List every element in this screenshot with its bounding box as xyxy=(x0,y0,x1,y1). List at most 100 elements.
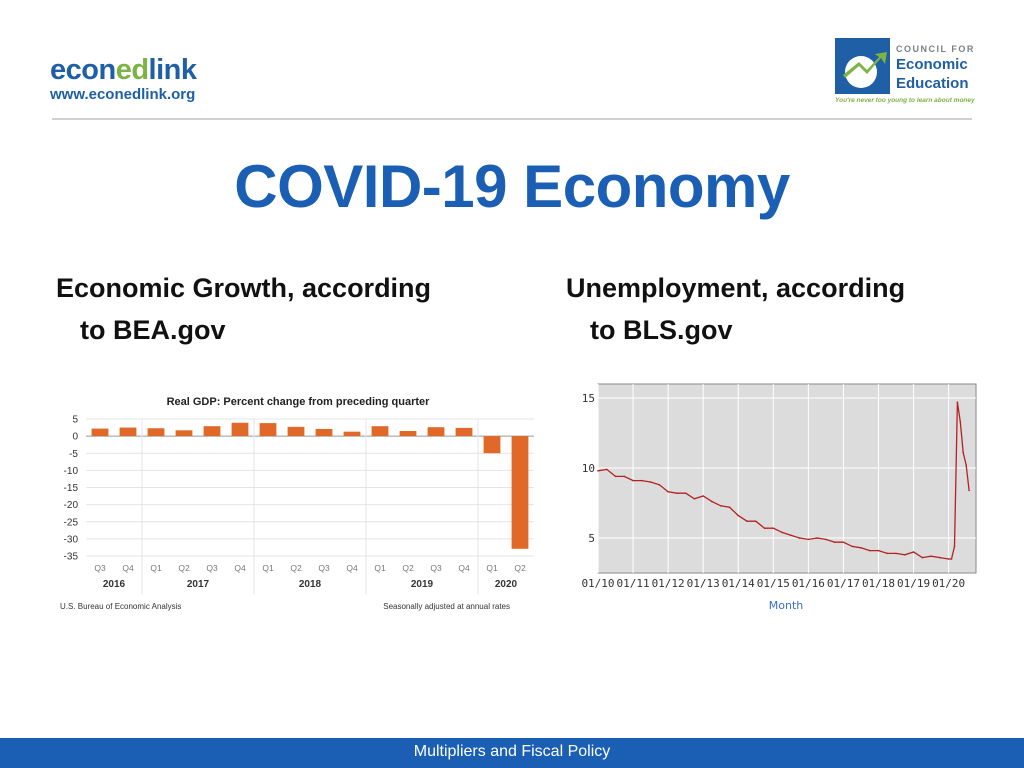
gdp-quarter-label: Q3 xyxy=(430,563,442,573)
gdp-bar xyxy=(91,428,109,437)
unemp-ytick-label: 10 xyxy=(582,462,595,475)
gdp-bar xyxy=(455,427,473,437)
unemp-data-point xyxy=(930,555,932,557)
unemp-data-point xyxy=(798,537,801,539)
left-heading-line1: Economic Growth, according xyxy=(56,273,432,303)
gdp-bar xyxy=(287,426,305,437)
gdp-quarter-label: Q2 xyxy=(178,563,190,573)
right-column-heading: Unemployment, according to BLS.gov xyxy=(566,267,1006,351)
gdp-bar xyxy=(147,428,165,437)
unemp-data-point xyxy=(868,549,871,552)
unemp-plot-area xyxy=(597,383,977,574)
gdp-ytick-label: -5 xyxy=(69,449,78,460)
unemp-data-point xyxy=(641,479,643,482)
gdp-ytick-label: 0 xyxy=(72,432,78,443)
wordmark-econ: econ xyxy=(50,54,116,86)
unemp-data-point xyxy=(605,468,608,471)
unemp-data-point xyxy=(842,541,845,543)
gdp-bar xyxy=(427,427,445,437)
slide-title: COVID-19 Economy xyxy=(234,153,790,220)
unemp-data-point xyxy=(962,451,965,454)
gdp-quarter-label: Q1 xyxy=(262,563,274,573)
gdp-quarter-label: Q3 xyxy=(318,563,330,573)
unemp-data-point xyxy=(719,505,722,507)
unemp-data-point xyxy=(950,558,953,560)
unemp-data-point xyxy=(833,541,836,543)
unemp-data-point xyxy=(903,554,906,556)
footer-text: Multipliers and Fiscal Policy xyxy=(413,743,611,760)
unemp-data-point xyxy=(959,421,962,423)
gdp-bar xyxy=(175,430,193,437)
gdp-bar xyxy=(315,428,333,437)
cee-line3: Education xyxy=(896,75,969,92)
unemp-xtick-label: 01/12 xyxy=(652,577,685,590)
unemp-series-line xyxy=(597,402,970,560)
unemp-data-point xyxy=(676,492,678,494)
gdp-quarter-label: Q4 xyxy=(458,563,470,573)
unemp-data-point xyxy=(912,551,915,553)
gdp-quarter-label: Q2 xyxy=(514,563,526,573)
unemp-data-point xyxy=(816,537,818,539)
header-divider xyxy=(52,118,972,120)
unemp-data-point xyxy=(728,506,731,508)
gdp-adjustment-note: Seasonally adjusted at annual rates xyxy=(383,602,510,611)
gdp-year-label: 2017 xyxy=(187,579,210,590)
unemp-ytick-label: 15 xyxy=(582,392,595,405)
gdp-year-label: 2018 xyxy=(299,579,322,590)
unemp-data-point xyxy=(632,479,634,482)
gdp-ytick-label: -30 xyxy=(64,534,79,545)
unemp-xtick-label: 01/14 xyxy=(722,577,755,590)
gdp-ytick-label: -20 xyxy=(64,500,79,511)
unemp-data-point xyxy=(968,489,970,492)
gdp-quarter-label: Q3 xyxy=(206,563,218,573)
unemp-data-point xyxy=(965,464,967,466)
unemp-data-point xyxy=(597,470,599,472)
unemp-data-point xyxy=(658,484,661,486)
unemp-data-point xyxy=(746,520,748,522)
gdp-ytick-label: 5 xyxy=(72,415,78,426)
unemp-xtick-label: 01/20 xyxy=(932,577,965,590)
gdp-year-label: 2019 xyxy=(411,579,434,590)
cee-tagline: You're never too young to learn about mo… xyxy=(835,97,975,104)
gdp-bar xyxy=(371,426,389,437)
unemp-xtick-label: 01/19 xyxy=(897,577,930,590)
gdp-year-label: 2016 xyxy=(103,579,126,590)
unemp-data-point xyxy=(772,527,775,529)
gdp-bar xyxy=(119,427,137,437)
unemp-xtick-label: 01/11 xyxy=(617,577,650,590)
gdp-chart-title: Real GDP: Percent change from preceding … xyxy=(167,396,431,408)
unemp-data-point xyxy=(614,475,617,478)
unemp-data-point xyxy=(667,491,669,493)
gdp-quarter-label: Q2 xyxy=(402,563,414,573)
unemp-data-point xyxy=(953,545,956,548)
gdp-source-note: U.S. Bureau of Economic Analysis xyxy=(60,602,181,611)
unemp-xtick-label: 01/17 xyxy=(827,577,860,590)
unemp-data-point xyxy=(877,549,880,552)
right-heading-line2: to BLS.gov xyxy=(590,315,733,345)
unemp-data-point xyxy=(895,552,897,555)
unemp-xaxis-label: Month xyxy=(769,599,804,612)
footer-bar: Multipliers and Fiscal Policy xyxy=(0,738,1024,768)
econedlink-wordmark: econedlink xyxy=(50,55,230,85)
gdp-quarter-label: Q3 xyxy=(94,563,106,573)
council-for-economic-education-logo[interactable]: COUNCIL FOR Economic Education You're ne… xyxy=(835,38,985,108)
gdp-ytick-label: -10 xyxy=(64,466,79,477)
unemp-xtick-label: 01/13 xyxy=(687,577,720,590)
gdp-bar xyxy=(231,422,249,437)
gdp-quarter-label: Q1 xyxy=(374,563,386,573)
unemp-data-point xyxy=(939,556,941,559)
unemp-xtick-label: 01/16 xyxy=(792,577,825,590)
unemp-data-point xyxy=(790,534,792,536)
unemp-data-point xyxy=(649,481,652,483)
unemp-xtick-label: 01/18 xyxy=(862,577,895,590)
unemp-data-point xyxy=(763,527,766,529)
econedlink-logo[interactable]: econedlink www.econedlink.org xyxy=(50,55,230,103)
unemp-data-point xyxy=(860,547,862,549)
gdp-quarter-label: Q2 xyxy=(290,563,302,573)
gdp-bar xyxy=(343,431,361,437)
gdp-quarter-label: Q1 xyxy=(150,563,162,573)
gdp-ytick-label: -15 xyxy=(64,483,79,494)
unemp-xtick-label: 01/15 xyxy=(757,577,790,590)
right-heading-line1: Unemployment, according xyxy=(566,273,906,303)
econedlink-url[interactable]: www.econedlink.org xyxy=(50,86,196,103)
